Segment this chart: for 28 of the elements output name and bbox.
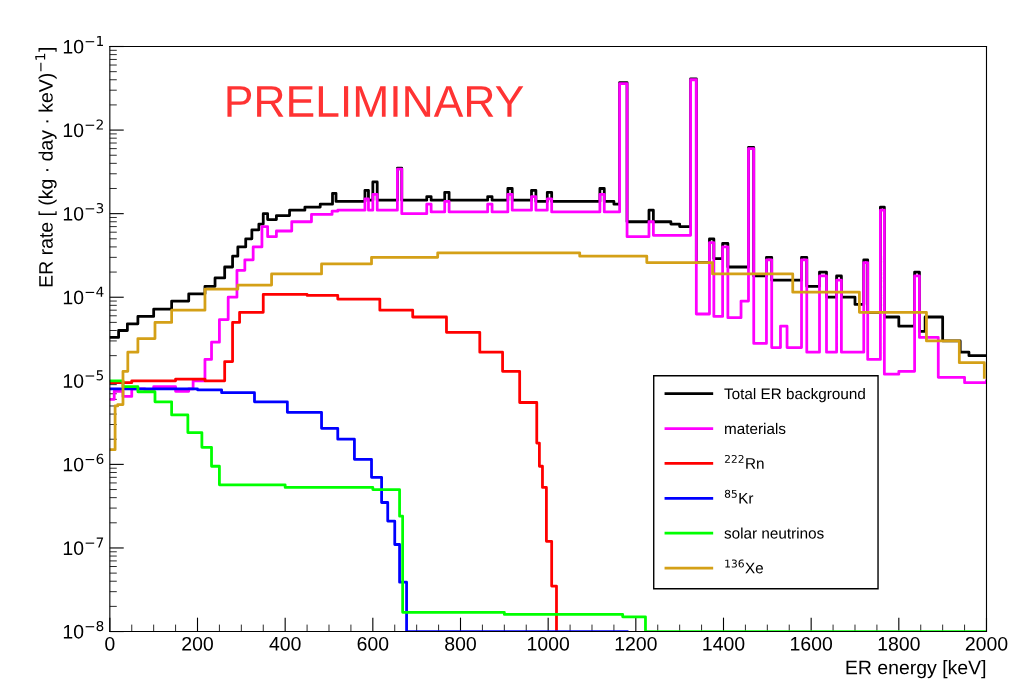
x-tick-label: 1400 xyxy=(703,636,745,651)
x-tick-label: 200 xyxy=(182,636,213,651)
x-tick-label: 1000 xyxy=(528,636,570,651)
x-tick-label: 0 xyxy=(105,636,115,651)
y-tick-label: 10$^{−2}$ xyxy=(63,119,103,138)
y-tick-label: 10$^{−7}$ xyxy=(63,537,104,556)
legend-label: $^{85}$Kr xyxy=(724,489,754,504)
y-tick-label: 10$^{−6}$ xyxy=(63,453,104,472)
x-tick-label: 1800 xyxy=(878,636,920,651)
legend-label: solar neutrinos xyxy=(724,527,824,539)
y-axis-title: ER rate [ (kg · day · keV)$^{−1}$] xyxy=(35,47,57,287)
legend-label: $^{222}$Rn xyxy=(724,454,764,469)
x-tick-label: 600 xyxy=(357,636,389,651)
x-tick-label: 800 xyxy=(445,636,476,651)
y-tick-label: 10$^{−1}$ xyxy=(63,36,104,54)
legend-label: $^{136}$Xe xyxy=(725,559,763,574)
legend-label: Total ER background xyxy=(724,388,865,403)
x-tick-label: 1600 xyxy=(791,636,833,651)
y-tick-label: 10$^{−5}$ xyxy=(63,370,104,388)
legend-label: materials xyxy=(725,422,786,435)
annotation: PRELIMINARY xyxy=(227,86,524,117)
y-tick-label: 10$^{−4}$ xyxy=(63,286,104,305)
x-tick-label: 2000 xyxy=(965,636,1008,651)
x-tick-label: 1200 xyxy=(615,636,657,651)
x-axis-title: ER energy [keV] xyxy=(846,660,986,679)
y-tick-label: 10$^{−8}$ xyxy=(63,620,104,639)
x-tick-label: 400 xyxy=(269,636,301,651)
y-tick-label: 10$^{−3}$ xyxy=(63,203,104,221)
